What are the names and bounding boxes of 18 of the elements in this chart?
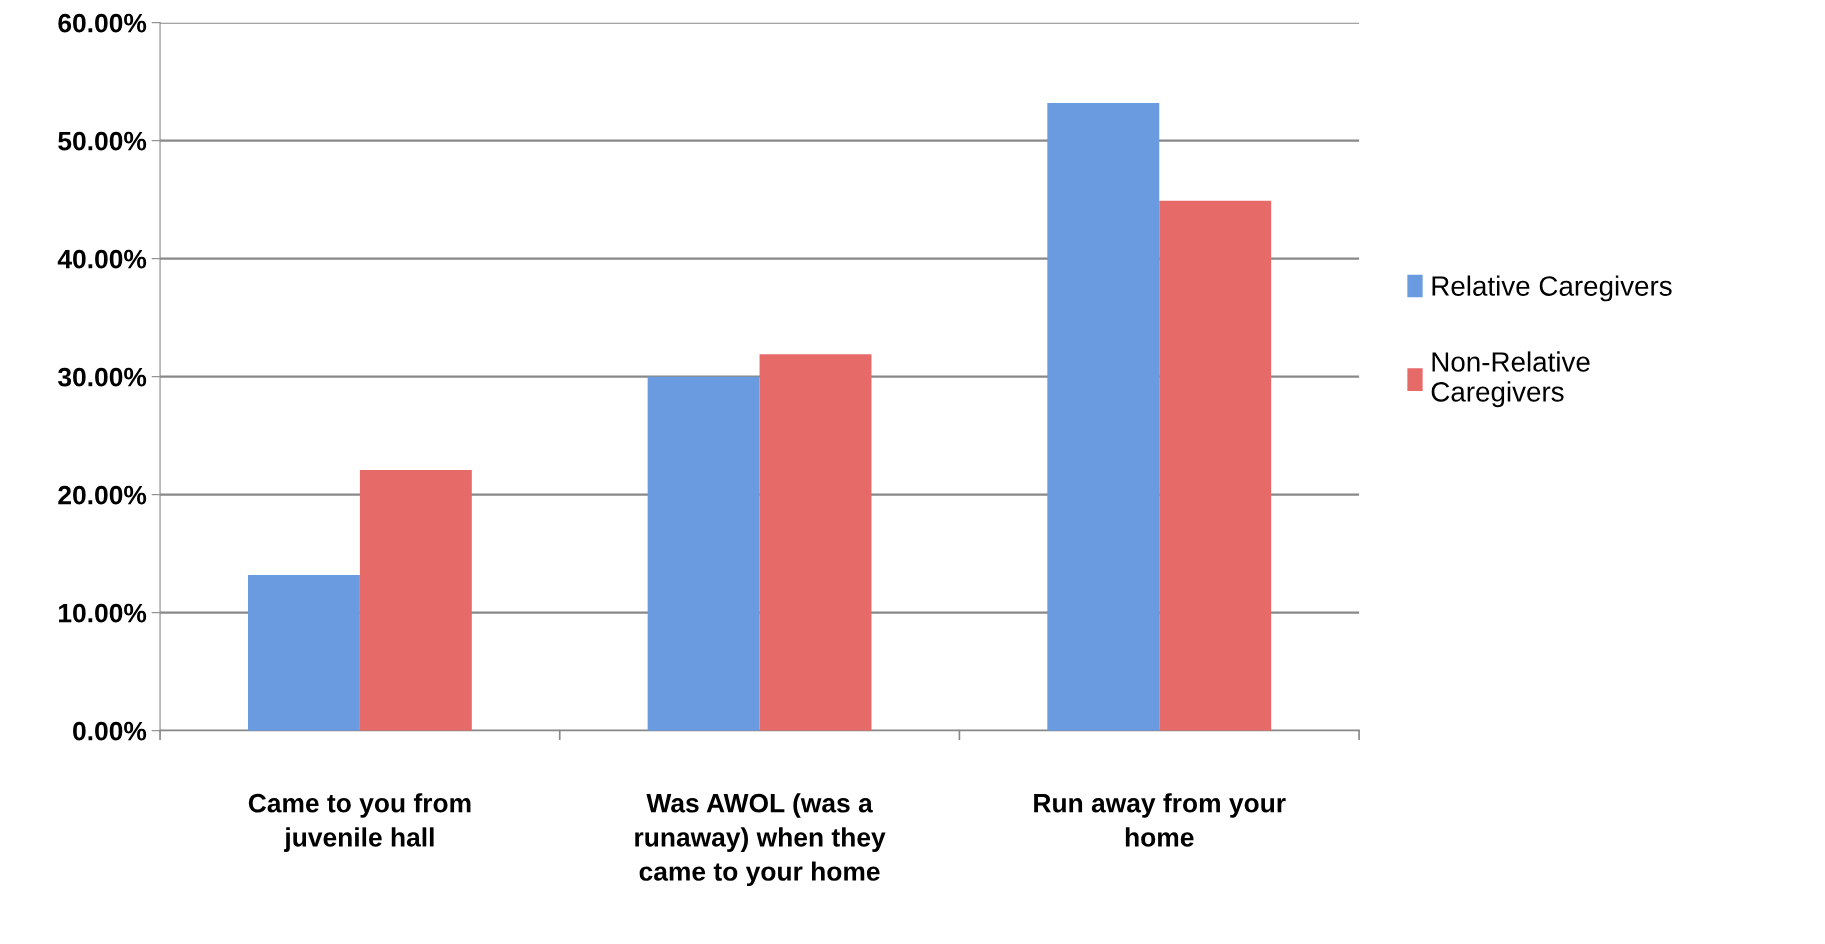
bar [359,469,472,731]
x-tick-label: Was AWOL (was a runaway) when they came to your home [635,793,886,887]
y-tick-label: 0.00% [73,721,147,741]
bar [647,376,760,731]
bar [1047,102,1160,731]
y-tick-label: 30.00% [57,367,147,387]
y-tick-label: 60.00% [58,13,147,33]
y-tick-label: 20.00% [58,485,147,505]
bar [247,574,360,731]
bar [1159,200,1272,731]
legend-label: Relative Caregivers [1432,275,1672,302]
y-tick-label: 40.00% [57,249,147,269]
x-tick-label: Run away from your home [1034,793,1286,847]
y-tick-label: 10.00% [59,603,147,623]
x-tick-label: Came to you from juvenile hall [248,793,471,852]
y-tick-label: 50.00% [58,131,147,151]
bar [759,354,872,731]
legend-label: Non-Relative Caregivers [1431,351,1590,408]
